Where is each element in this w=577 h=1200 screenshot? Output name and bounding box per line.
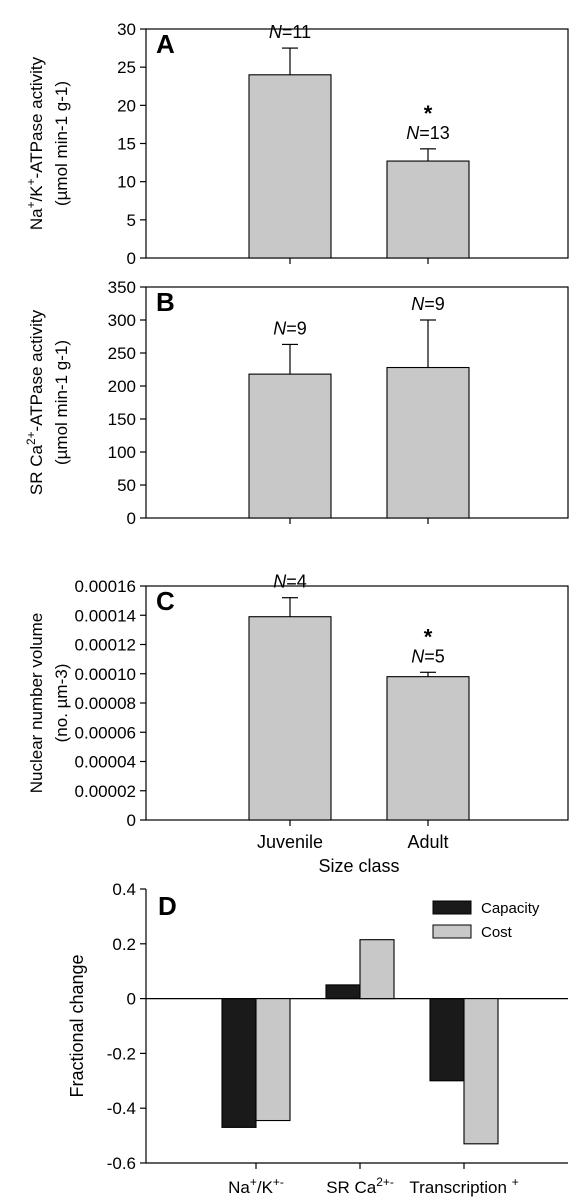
legend-swatch (432, 900, 472, 915)
plot-frame (145, 28, 569, 259)
y-tick-label: 0.00010 (75, 665, 136, 684)
legend-swatch (432, 924, 472, 939)
bar-juvenile (248, 74, 332, 259)
y-axis-label: Fractional change (67, 954, 87, 1097)
x-category-label: Na+/K+- (228, 1175, 284, 1197)
y-tick-label: 0.00012 (75, 636, 136, 655)
y-tick-label: 0.00014 (75, 606, 136, 625)
bar-capacity (325, 984, 361, 1000)
y-axis-label: (µmol min-1 g-1) (52, 81, 71, 206)
y-tick-label: 0.00002 (75, 782, 136, 801)
y-tick-label: -0.6 (107, 1154, 136, 1173)
panel-a: 0 5 10 15 20 25 30 N=11 N=13* A Na+/K+-ATPase acti… (24, 20, 569, 268)
y-tick-label: 25 (117, 58, 136, 77)
y-tick-label: 300 (108, 311, 136, 330)
panel-b: 0 50 100 150 200 250 300 350 N=9 N=9 B SR Ca2+-ATPa… (24, 278, 569, 528)
n-label: N=11 (269, 22, 311, 42)
n-label: N=4 (273, 572, 307, 592)
bar-capacity (221, 998, 257, 1128)
panel-letter: A (156, 29, 175, 59)
n-label: N=13 (406, 123, 450, 143)
panel-letter: D (158, 891, 177, 921)
y-axis-label: SR Ca2+-ATPase activity (24, 309, 46, 495)
legend-label: Capacity (481, 900, 540, 917)
y-axis-label: Na+/K+-ATPase activity (24, 56, 46, 230)
n-label: N=9 (411, 294, 445, 314)
y-tick-label: 0.4 (112, 880, 136, 899)
y-tick-label: 0 (127, 990, 136, 1009)
panel-d: -0.6-0.4-0.200.20.4Na+/K+-ATPaseSR Ca2+-… (67, 880, 568, 1197)
y-tick-label: 0.00008 (75, 694, 136, 713)
significance-star: * (424, 101, 433, 126)
bar-juvenile (248, 616, 332, 821)
bar-cost (359, 939, 395, 1000)
y-tick-label: 5 (127, 211, 136, 230)
x-category-label: Adult (407, 832, 448, 852)
y-tick-label: 150 (108, 410, 136, 429)
bar-capacity (429, 998, 465, 1082)
legend-label: Cost (481, 924, 513, 941)
panel-letter: C (156, 586, 175, 616)
bar-adult (386, 160, 470, 259)
y-tick-label: 30 (117, 20, 136, 39)
plot-frame (145, 585, 569, 821)
x-category-label: Juvenile (257, 832, 323, 852)
y-tick-label: 0.2 (112, 935, 136, 954)
plot-frame (145, 286, 569, 519)
bar-cost (255, 998, 291, 1122)
y-tick-label: 200 (108, 377, 136, 396)
y-tick-label: 15 (117, 135, 136, 154)
n-label: N=5 (411, 646, 445, 666)
n-label: N=9 (273, 318, 307, 338)
y-tick-label: 100 (108, 443, 136, 462)
bar-adult (386, 366, 470, 519)
y-axis-label: (no. µm-3) (52, 664, 71, 743)
y-tick-label: 0 (127, 249, 136, 268)
y-axis-label: Nuclear number volume (27, 613, 46, 793)
y-tick-label: -0.2 (107, 1044, 136, 1063)
bar-juvenile (248, 373, 332, 519)
y-tick-label: 0.00006 (75, 723, 136, 742)
y-axis-label: (µmol min-1 g-1) (52, 340, 71, 465)
significance-star: * (424, 624, 433, 649)
y-tick-label: 0 (127, 811, 136, 830)
y-tick-label: 0 (127, 509, 136, 528)
y-tick-label: 50 (117, 476, 136, 495)
bar-cost (463, 998, 499, 1145)
y-tick-label: 10 (117, 173, 136, 192)
x-category-label: SR Ca2+- (326, 1175, 394, 1197)
y-tick-label: -0.4 (107, 1099, 136, 1118)
panel-letter: B (156, 287, 175, 317)
y-tick-label: 350 (108, 278, 136, 297)
x-axis-label: Size class (318, 856, 399, 876)
y-tick-label: 0.00004 (75, 753, 136, 772)
y-tick-label: 20 (117, 96, 136, 115)
x-category-label: Transcription + (409, 1175, 518, 1197)
bar-adult (386, 676, 470, 821)
panel-c: 0 0.00002 0.00004 0.00006 0.00008 0.00010 0.00… (27, 572, 569, 876)
y-tick-label: 250 (108, 344, 136, 363)
y-tick-label: 0.00016 (75, 577, 136, 596)
